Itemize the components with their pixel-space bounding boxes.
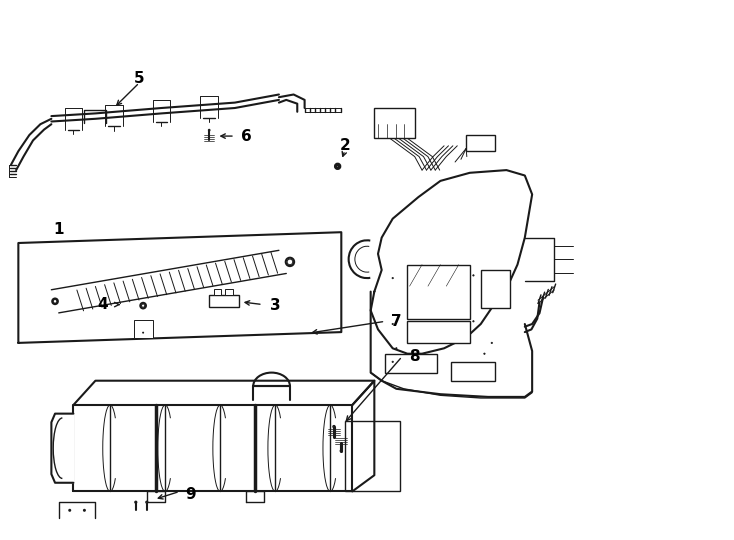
Text: 8: 8 (410, 349, 420, 364)
Bar (407, 265, 470, 319)
Bar (407, 321, 470, 343)
Circle shape (473, 321, 474, 322)
Circle shape (142, 332, 144, 333)
Circle shape (208, 130, 210, 131)
Text: 5: 5 (134, 71, 145, 86)
Polygon shape (73, 405, 352, 491)
Bar (214, 289, 221, 295)
Circle shape (52, 299, 58, 304)
Bar (481, 270, 510, 308)
Text: 6: 6 (241, 129, 251, 144)
Circle shape (135, 501, 137, 503)
Circle shape (491, 342, 493, 343)
Circle shape (396, 348, 397, 349)
Text: 1: 1 (54, 222, 64, 237)
Circle shape (392, 323, 393, 325)
Bar (385, 354, 437, 373)
Polygon shape (51, 414, 73, 483)
Circle shape (392, 278, 393, 279)
Circle shape (484, 353, 485, 354)
Text: 2: 2 (340, 138, 350, 153)
Bar (345, 421, 400, 491)
Circle shape (333, 426, 335, 428)
Bar (134, 320, 153, 338)
Circle shape (140, 303, 146, 308)
Text: 7: 7 (391, 314, 401, 329)
Text: 3: 3 (270, 298, 280, 313)
Circle shape (473, 275, 474, 276)
Bar (466, 135, 495, 151)
Polygon shape (73, 381, 374, 405)
Polygon shape (371, 170, 532, 354)
Text: 4: 4 (98, 296, 108, 312)
Circle shape (146, 501, 148, 503)
Text: 9: 9 (186, 487, 196, 502)
Bar (209, 295, 239, 307)
Bar (225, 289, 233, 295)
Bar (374, 108, 415, 138)
Circle shape (392, 361, 393, 362)
Circle shape (286, 258, 294, 266)
Bar (451, 362, 495, 381)
Circle shape (341, 450, 342, 452)
